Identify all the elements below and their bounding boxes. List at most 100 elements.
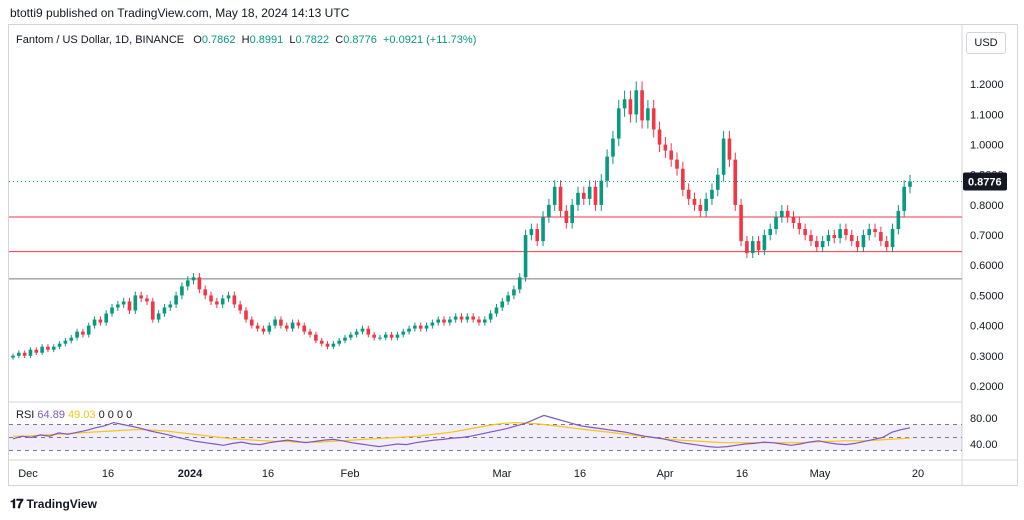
open-label: O	[193, 34, 202, 46]
candle	[844, 223, 848, 241]
candle-body	[209, 295, 213, 302]
candle-body	[360, 328, 365, 332]
candle-body	[873, 229, 877, 233]
candle-body	[902, 186, 906, 211]
candle	[150, 297, 155, 323]
candle-body	[844, 229, 848, 236]
candle-body	[756, 241, 761, 251]
candle-body	[681, 168, 685, 190]
candle-body	[302, 325, 307, 332]
candle-body	[570, 204, 574, 223]
chart-frame	[8, 24, 1018, 486]
candle	[308, 328, 312, 338]
candle	[418, 322, 423, 332]
candle	[180, 282, 184, 300]
candle	[121, 297, 126, 309]
candle	[692, 192, 697, 211]
candle-body	[599, 180, 604, 205]
candle-body	[908, 181, 912, 187]
candle-body	[745, 241, 749, 254]
candle	[517, 273, 522, 294]
candle-body	[826, 235, 831, 242]
candle	[168, 300, 173, 311]
candle	[407, 325, 411, 335]
candle	[424, 322, 429, 332]
candle-body	[401, 331, 406, 335]
candle	[523, 229, 528, 282]
candle	[908, 174, 912, 194]
candle	[302, 322, 307, 335]
y-tick-label: 1.2000	[970, 79, 1004, 91]
candle-body	[838, 229, 842, 239]
candle	[803, 223, 807, 241]
candle-body	[378, 337, 382, 339]
candle	[471, 313, 475, 323]
candle	[185, 276, 190, 291]
rsi-name[interactable]: RSI	[16, 409, 35, 421]
candle-body	[349, 334, 353, 338]
symbol-label[interactable]: Fantom / US Dollar, 1D, BINANCE	[16, 34, 185, 46]
candle	[477, 316, 481, 326]
candle	[465, 313, 470, 323]
candle	[616, 99, 621, 147]
candle	[884, 235, 889, 253]
candle-body	[116, 304, 120, 308]
rsi-y-tick-label: 80.00	[970, 413, 998, 425]
candle-body	[564, 210, 569, 223]
candle	[861, 229, 866, 253]
candle-body	[110, 307, 114, 314]
candle	[669, 143, 673, 167]
candle	[681, 161, 685, 197]
x-tick-label: Mar	[493, 468, 512, 480]
candle	[331, 341, 336, 350]
candle	[622, 90, 627, 117]
candle	[453, 313, 458, 323]
candle-body	[168, 304, 173, 308]
x-tick-label: Feb	[341, 468, 360, 480]
candle	[774, 211, 778, 235]
currency-button[interactable]: USD	[966, 32, 1006, 54]
candle	[98, 316, 103, 326]
candle-body	[174, 295, 178, 305]
candle-body	[69, 337, 74, 341]
candle-body	[273, 319, 277, 326]
candle-body	[558, 186, 563, 211]
candle	[599, 174, 604, 211]
candle	[389, 331, 394, 341]
candle-body	[820, 241, 825, 248]
candle	[488, 310, 493, 323]
candle-body	[628, 99, 633, 115]
candle	[733, 152, 738, 211]
candle-body	[413, 325, 417, 329]
candle-body	[739, 204, 743, 242]
candle	[529, 223, 534, 241]
candle-body	[261, 328, 266, 332]
candle-body	[51, 346, 56, 350]
candle	[267, 322, 272, 335]
candle-body	[57, 343, 62, 347]
candle	[646, 99, 650, 129]
x-tick-label: 16	[262, 468, 274, 480]
candle	[593, 180, 598, 211]
candle	[366, 325, 371, 338]
candle	[826, 229, 831, 247]
candle	[570, 198, 574, 229]
candle-body	[46, 346, 50, 350]
candle-body	[727, 138, 732, 160]
candle-body	[686, 189, 691, 199]
candle-body	[331, 343, 336, 347]
candle-body	[22, 352, 27, 356]
candle-body	[552, 186, 557, 205]
candle	[832, 229, 837, 244]
candle	[22, 350, 27, 359]
candle-body	[314, 334, 318, 341]
candle-body	[803, 229, 807, 236]
candle	[587, 180, 592, 206]
footer-brand[interactable]: 𝟏𝟕 TradingView	[10, 496, 97, 512]
x-tick-label: 16	[102, 468, 114, 480]
candle-body	[832, 235, 837, 239]
candle-body	[267, 325, 272, 332]
candle	[413, 322, 417, 332]
candle	[780, 205, 784, 223]
